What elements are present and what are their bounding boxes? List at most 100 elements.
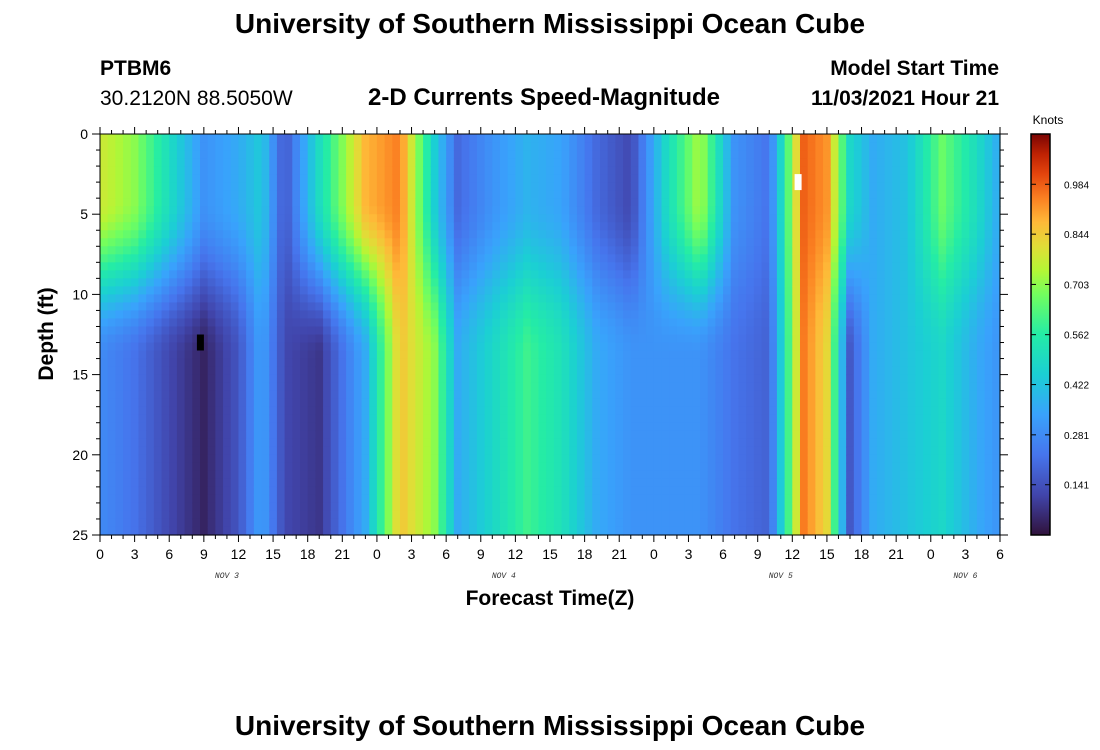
heatmap-cell	[576, 294, 586, 304]
heatmap-cell	[769, 366, 778, 376]
heatmap-cell	[484, 246, 493, 255]
heatmap-cell	[761, 294, 770, 304]
heatmap-cell	[376, 526, 386, 536]
heatmap-cell	[576, 374, 586, 384]
heatmap-cell	[730, 390, 740, 400]
heatmap-cell	[253, 278, 263, 287]
heatmap-cell	[307, 382, 316, 392]
heatmap-cell	[169, 374, 178, 384]
heatmap-cell	[230, 430, 240, 440]
heatmap-cell	[700, 294, 709, 304]
heatmap-cell	[146, 430, 155, 440]
heatmap-cell	[669, 406, 678, 416]
heatmap-cell	[284, 206, 293, 215]
heatmap-cell	[469, 374, 478, 384]
heatmap-cell	[461, 150, 470, 159]
heatmap-cell	[692, 230, 701, 239]
heatmap-cell	[200, 310, 209, 320]
heatmap-cell	[553, 414, 563, 424]
heatmap-cell	[723, 150, 732, 159]
heatmap-cell	[792, 430, 801, 440]
heatmap-cell	[330, 254, 340, 263]
heatmap-cell	[823, 246, 832, 255]
heatmap-cell	[515, 406, 524, 416]
heatmap-cell	[607, 478, 616, 488]
heatmap-cell	[123, 294, 132, 304]
heatmap-cell	[184, 454, 193, 464]
heatmap-cell	[738, 286, 747, 295]
heatmap-cell	[707, 486, 716, 496]
heatmap-cell	[400, 190, 409, 199]
heatmap-cell	[284, 142, 293, 151]
heatmap-cell	[446, 166, 455, 175]
heatmap-cell	[184, 262, 193, 271]
heatmap-cell	[846, 174, 855, 183]
heatmap-cell	[300, 182, 309, 191]
heatmap-cell	[153, 318, 163, 328]
heatmap-cell	[753, 398, 763, 408]
heatmap-cell	[630, 222, 640, 231]
heatmap-cell	[615, 358, 624, 368]
heatmap-cell	[430, 438, 440, 448]
heatmap-cell	[615, 230, 624, 239]
heatmap-cell	[100, 166, 109, 175]
heatmap-cell	[176, 422, 186, 432]
heatmap-cell	[446, 502, 455, 512]
heatmap-cell	[353, 438, 363, 448]
heatmap-cell	[307, 174, 316, 183]
heatmap-cell	[507, 310, 516, 320]
heatmap-cell	[769, 286, 778, 295]
heatmap-cell	[769, 142, 778, 151]
heatmap-cell	[530, 150, 540, 159]
heatmap-cell	[623, 398, 632, 408]
heatmap-cell	[430, 166, 440, 175]
heatmap-cell	[838, 374, 847, 384]
heatmap-cell	[800, 286, 809, 295]
heatmap-cell	[384, 262, 393, 271]
heatmap-cell	[607, 206, 616, 215]
heatmap-cell	[784, 318, 793, 328]
heatmap-cell	[615, 158, 624, 167]
heatmap-cell	[823, 350, 832, 360]
heatmap-cell	[207, 134, 216, 143]
heatmap-cell	[546, 430, 555, 440]
heatmap-cell	[453, 278, 463, 287]
heatmap-cell	[638, 150, 647, 159]
heatmap-cell	[476, 182, 486, 191]
heatmap-cell	[538, 230, 547, 239]
heatmap-cell	[207, 382, 216, 392]
heatmap-cell	[161, 438, 170, 448]
heatmap-cell	[207, 286, 216, 295]
heatmap-cell	[123, 326, 132, 336]
heatmap-cell	[115, 246, 124, 255]
heatmap-cell	[323, 494, 332, 504]
heatmap-cell	[338, 262, 347, 271]
heatmap-cell	[415, 254, 424, 263]
heatmap-cell	[646, 238, 655, 247]
heatmap-cell	[853, 422, 863, 432]
heatmap-cell	[530, 526, 540, 536]
heatmap-cell	[323, 358, 332, 368]
heatmap-cell	[307, 518, 316, 528]
heatmap-cell	[761, 142, 770, 151]
heatmap-cell	[400, 350, 409, 360]
heatmap-cell	[800, 246, 809, 255]
heatmap-cell	[646, 390, 655, 400]
heatmap-cell	[607, 310, 616, 320]
heatmap-cell	[615, 502, 624, 512]
heatmap-cell	[153, 430, 163, 440]
heatmap-cell	[592, 414, 601, 424]
heatmap-cell	[353, 158, 363, 167]
heatmap-cell	[776, 270, 786, 279]
heatmap-cell	[192, 518, 201, 528]
heatmap-cell	[715, 406, 724, 416]
heatmap-cell	[623, 478, 632, 488]
heatmap-cell	[169, 366, 178, 376]
heatmap-cell	[146, 462, 155, 472]
heatmap-cell	[492, 374, 501, 384]
heatmap-cell	[330, 262, 340, 271]
heatmap-cell	[700, 166, 709, 175]
heatmap-cell	[230, 222, 240, 231]
heatmap-cell	[600, 238, 609, 247]
heatmap-cell	[376, 142, 386, 151]
